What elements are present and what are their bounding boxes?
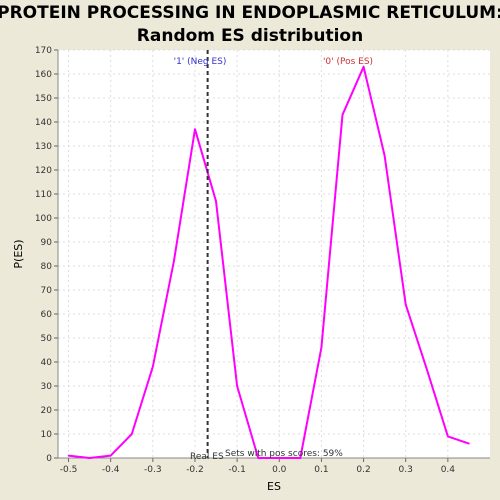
data-point <box>236 385 238 387</box>
pos-scores-label: Sets with pos scores: 59% <box>225 449 343 459</box>
data-point <box>173 260 175 263</box>
data-point <box>130 433 133 435</box>
x-tick-label: 0.0 <box>272 465 287 475</box>
grid-layer <box>58 49 490 459</box>
data-point <box>425 368 428 371</box>
y-tick-label: 30 <box>41 382 53 392</box>
y-tick-label: 160 <box>35 70 52 80</box>
x-tick-label: 0.1 <box>314 465 328 475</box>
data-point <box>468 442 470 445</box>
series-layer <box>67 65 470 459</box>
y-tick-label: 120 <box>35 166 52 176</box>
y-tick-label: 80 <box>41 262 53 272</box>
data-point <box>320 346 323 349</box>
plot-area <box>58 50 490 458</box>
data-point <box>383 154 386 157</box>
chart-title: PROTEIN PROCESSING IN ENDOPLASMIC RETICU… <box>0 3 500 23</box>
data-point <box>215 200 217 202</box>
y-tick-label: 110 <box>35 190 52 200</box>
y-tick-label: 50 <box>41 334 53 344</box>
y-tick-label: 0 <box>46 454 52 464</box>
y-tick-label: 130 <box>35 142 52 152</box>
y-tick-label: 170 <box>35 46 52 56</box>
x-tick-label: -0.4 <box>102 465 120 475</box>
x-tick-label: 0.2 <box>356 465 370 475</box>
data-point <box>278 457 281 459</box>
x-axis-label: ES <box>267 480 281 493</box>
real-es-label: Real ES <box>190 452 224 462</box>
y-tick-label: 90 <box>41 238 53 248</box>
x-tick-label: -0.2 <box>186 465 204 475</box>
data-point <box>257 457 259 459</box>
neg-es-label: '1' (Neg ES) <box>174 57 227 67</box>
y-tick-label: 100 <box>35 214 52 224</box>
y-tick-label: 40 <box>41 358 53 368</box>
x-tick-label: -0.3 <box>144 465 162 475</box>
data-point <box>152 366 154 368</box>
y-tick-label: 60 <box>41 310 53 320</box>
x-tick-label: 0.3 <box>399 465 413 475</box>
data-point <box>194 128 196 130</box>
data-point <box>362 66 365 68</box>
y-tick-label: 20 <box>41 406 53 416</box>
data-point <box>404 303 407 306</box>
y-tick-label: 140 <box>35 118 52 128</box>
y-axis-label: P(ES) <box>12 239 25 268</box>
data-point <box>67 454 70 457</box>
data-point <box>88 457 91 459</box>
distribution-line <box>68 65 470 459</box>
x-tick-label: -0.5 <box>60 465 78 475</box>
x-tick-label: -0.1 <box>228 465 246 475</box>
y-tick-label: 70 <box>41 286 53 296</box>
y-tick-label: 10 <box>41 430 53 440</box>
data-point <box>109 454 112 457</box>
chart-subtitle: Random ES distribution <box>137 26 363 46</box>
data-point <box>341 114 344 116</box>
data-point <box>447 435 449 438</box>
data-point <box>299 457 302 459</box>
x-tick-label: 0.4 <box>441 465 456 475</box>
pos-es-label: '0' (Pos ES) <box>323 57 373 67</box>
y-tick-label: 150 <box>35 94 52 104</box>
